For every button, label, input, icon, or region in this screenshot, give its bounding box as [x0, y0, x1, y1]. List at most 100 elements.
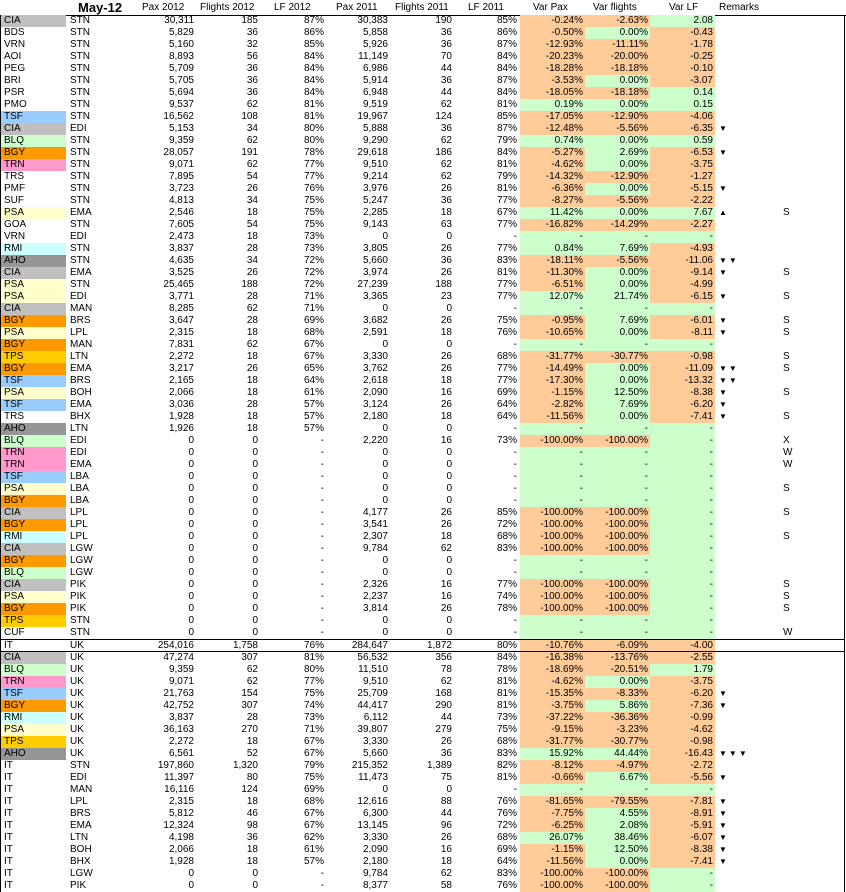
airline-code-cell[interactable]: PSA [1, 387, 66, 399]
flights-2012-cell[interactable]: 36 [246, 87, 258, 98]
var-flights-cell[interactable]: 0.00% [585, 75, 650, 87]
trend-arrows-icon[interactable] [719, 51, 769, 63]
var-pax-cell[interactable]: 0.84% [520, 243, 585, 255]
var-flights-cell[interactable]: 38.46% [585, 832, 650, 844]
remarks-cell[interactable]: W [783, 627, 793, 638]
airline-code-cell[interactable]: IT [4, 820, 13, 831]
pax-2011-cell[interactable]: 25,709 [357, 688, 388, 699]
pax-2011-cell[interactable]: 2,237 [362, 591, 388, 602]
pax-2012-cell[interactable]: 1,928 [168, 411, 194, 422]
var-flights-cell[interactable]: - [585, 483, 650, 495]
airport-cell[interactable]: BRS [70, 315, 91, 326]
pax-2012-cell[interactable]: 7,605 [168, 219, 194, 230]
var-pax-cell[interactable]: - [520, 567, 585, 579]
pax-2012-cell[interactable]: 0 [188, 447, 194, 458]
pax-2011-cell[interactable]: 9,290 [362, 135, 388, 146]
airport-cell[interactable]: UK [70, 736, 84, 747]
flights-2011-cell[interactable]: 26 [440, 351, 452, 362]
remarks-cell[interactable] [783, 700, 803, 712]
lf-2012-cell[interactable]: 80% [303, 664, 324, 675]
var-flights-cell[interactable]: -79.55% [585, 796, 650, 808]
airline-code-cell[interactable]: PSR [4, 87, 25, 98]
trend-arrows-icon[interactable] [719, 603, 769, 615]
trend-arrows-icon[interactable] [719, 111, 769, 123]
lf-2011-cell[interactable]: 85% [496, 15, 517, 26]
remarks-cell[interactable] [783, 87, 803, 99]
pax-2011-cell[interactable]: 9,510 [362, 676, 388, 687]
flights-2012-cell[interactable]: 18 [246, 856, 258, 867]
lf-2011-cell[interactable]: - [513, 303, 517, 314]
var-lf-cell[interactable]: -7.36 [650, 700, 715, 712]
flights-2011-cell[interactable]: 26 [440, 736, 452, 747]
flights-2011-cell[interactable]: 0 [446, 423, 452, 434]
remarks-cell[interactable] [783, 796, 803, 808]
var-flights-cell[interactable]: 0.00% [585, 279, 650, 291]
var-lf-cell[interactable]: - [650, 447, 715, 459]
pax-2011-cell[interactable]: 0 [382, 495, 388, 506]
airline-code-cell[interactable]: IT [4, 880, 13, 891]
remarks-cell[interactable] [783, 159, 803, 171]
trend-arrows-icon[interactable] [719, 195, 769, 207]
flights-2012-cell[interactable]: 28 [246, 315, 258, 326]
flights-2011-cell[interactable]: 18 [440, 411, 452, 422]
var-lf-cell[interactable]: - [650, 784, 715, 796]
var-pax-cell[interactable]: - [520, 339, 585, 351]
var-pax-cell[interactable]: -31.77% [520, 736, 585, 748]
trend-arrows-icon[interactable]: ▼ [719, 701, 729, 710]
trend-arrows-icon[interactable] [719, 171, 769, 183]
lf-2011-cell[interactable]: 83% [496, 748, 517, 759]
flights-2012-cell[interactable]: 0 [252, 507, 258, 518]
trend-arrows-icon[interactable] [719, 495, 769, 507]
var-lf-cell[interactable]: 7.67 [650, 207, 715, 219]
remarks-cell[interactable]: S [783, 591, 790, 602]
lf-2011-cell[interactable]: - [513, 784, 517, 795]
lf-2012-cell[interactable]: 81% [303, 652, 324, 663]
trend-arrows-icon[interactable]: ▼ [719, 124, 729, 133]
airline-code-cell[interactable]: TSF [1, 471, 66, 483]
pax-2012-cell[interactable]: 0 [188, 459, 194, 470]
trend-arrows-icon[interactable] [719, 868, 769, 880]
flights-2012-cell[interactable]: 124 [241, 784, 258, 795]
flights-2012-cell[interactable]: 26 [246, 363, 258, 374]
flights-2011-cell[interactable]: 26 [440, 832, 452, 843]
airport-cell[interactable]: EMA [70, 207, 92, 218]
pax-2012-cell[interactable]: 9,359 [168, 664, 194, 675]
airline-code-cell[interactable]: AOI [4, 51, 22, 62]
flights-2011-cell[interactable]: 168 [435, 688, 452, 699]
pax-2012-cell[interactable]: 0 [188, 603, 194, 614]
airport-cell[interactable]: LTN [70, 423, 89, 434]
trend-arrows-icon[interactable] [719, 555, 769, 567]
flights-2012-cell[interactable]: 0 [252, 615, 258, 626]
trend-arrows-icon[interactable]: ▼ [719, 797, 729, 806]
flights-2011-cell[interactable]: 36 [440, 748, 452, 759]
var-flights-cell[interactable]: -14.29% [585, 219, 650, 231]
var-pax-cell[interactable]: -18.28% [520, 63, 585, 75]
flights-2011-cell[interactable]: 36 [440, 195, 452, 206]
lf-2012-cell[interactable]: 68% [303, 327, 324, 338]
var-pax-cell[interactable]: - [520, 459, 585, 471]
var-flights-cell[interactable]: 7.69% [585, 399, 650, 411]
airline-code-cell[interactable]: BGY [1, 519, 66, 531]
pax-2012-cell[interactable]: 3,036 [168, 399, 194, 410]
trend-arrows-icon[interactable] [719, 567, 769, 579]
flights-2012-cell[interactable]: 0 [252, 471, 258, 482]
lf-2012-cell[interactable]: - [320, 543, 324, 554]
airline-code-cell[interactable]: BLQ [1, 135, 66, 147]
lf-2012-cell[interactable]: 73% [303, 231, 324, 242]
pax-2011-cell[interactable]: 5,914 [362, 75, 388, 86]
flights-2011-cell[interactable]: 70 [440, 51, 452, 62]
airline-code-cell[interactable]: BGY [1, 363, 66, 375]
remarks-cell[interactable] [783, 399, 803, 411]
pax-2012-cell[interactable]: 4,635 [168, 255, 194, 266]
flights-2011-cell[interactable]: 26 [440, 399, 452, 410]
var-pax-cell[interactable]: - [520, 231, 585, 243]
var-lf-cell[interactable]: -8.11 [650, 327, 715, 339]
trend-arrows-icon[interactable] [719, 483, 769, 495]
pax-2012-cell[interactable]: 0 [188, 627, 194, 638]
var-flights-cell[interactable]: -12.90% [585, 111, 650, 123]
pax-2012-cell[interactable]: 3,647 [168, 315, 194, 326]
pax-2011-cell[interactable]: 2,591 [362, 327, 388, 338]
lf-2011-cell[interactable]: 68% [496, 736, 517, 747]
var-pax-cell[interactable]: - [520, 784, 585, 796]
airline-code-cell[interactable]: SUF [4, 195, 24, 206]
